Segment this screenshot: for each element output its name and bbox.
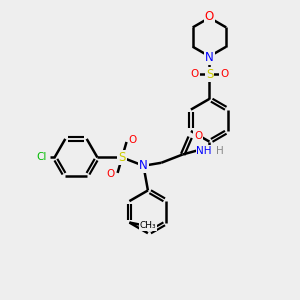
Text: O: O [220,69,228,79]
Text: S: S [206,68,213,81]
Text: H: H [216,146,224,156]
Text: Cl: Cl [37,152,47,162]
Text: S: S [118,151,126,164]
Text: O: O [194,131,202,141]
Text: NH: NH [196,146,212,156]
Text: N: N [205,51,214,64]
Text: O: O [205,10,214,23]
Text: O: O [190,69,199,79]
Text: O: O [128,136,136,146]
Text: CH₃: CH₃ [140,221,156,230]
Text: O: O [106,169,114,179]
Text: N: N [139,159,148,172]
